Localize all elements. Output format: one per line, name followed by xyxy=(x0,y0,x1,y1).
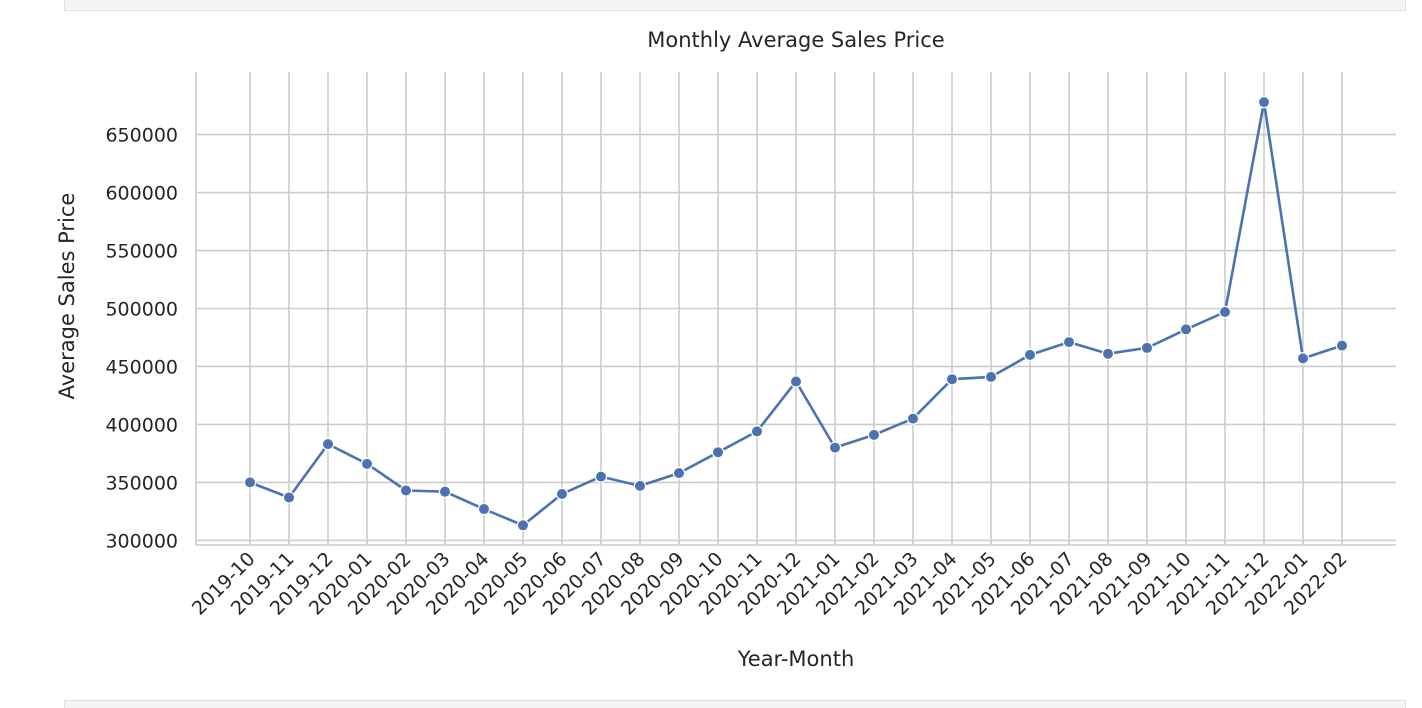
data-point-2020-02 xyxy=(399,484,413,497)
data-point-2022-01 xyxy=(1296,352,1310,365)
data-point-2022-02 xyxy=(1335,339,1349,352)
data-point-2020-11 xyxy=(750,425,764,438)
data-point-2021-01 xyxy=(828,441,842,454)
data-point-2019-10 xyxy=(243,476,257,489)
data-point-2021-06 xyxy=(1023,348,1037,362)
data-point-2020-05 xyxy=(516,519,530,532)
y-tick-label: 450000 xyxy=(105,356,178,378)
data-point-2021-02 xyxy=(867,428,881,442)
data-point-2021-11 xyxy=(1218,305,1232,319)
data-point-2020-09 xyxy=(672,466,686,480)
data-point-2021-07 xyxy=(1062,335,1076,349)
data-point-2020-04 xyxy=(477,502,491,516)
y-tick-labels: 300000 350000 400000 450000 500000 550000 6000… xyxy=(105,125,178,553)
y-tick-label: 350000 xyxy=(105,472,178,494)
x-tick-labels: 2019-102019-112019-122020-012020-022020-… xyxy=(188,548,1352,620)
data-point-2021-10 xyxy=(1179,323,1193,336)
series-average-sales-price xyxy=(243,95,1349,532)
y-tick-label: 300000 xyxy=(105,530,178,552)
chart-title: Monthly Average Sales Price xyxy=(647,28,944,52)
y-tick-label: 650000 xyxy=(105,125,178,147)
data-point-2021-08 xyxy=(1101,347,1115,360)
data-point-2019-11 xyxy=(282,491,296,504)
axes xyxy=(195,72,1396,546)
y-tick-label: 500000 xyxy=(105,299,178,321)
y-tick-label: 600000 xyxy=(105,183,178,205)
data-point-2020-01 xyxy=(360,457,374,471)
y-axis-title: Average Sales Price xyxy=(55,193,79,400)
data-point-2020-10 xyxy=(711,446,725,459)
data-point-2021-12 xyxy=(1257,95,1271,109)
data-point-2021-03 xyxy=(906,412,920,425)
data-point-2020-08 xyxy=(633,479,647,493)
x-axis-title: Year-Month xyxy=(737,647,855,671)
y-tick-label: 550000 xyxy=(105,241,178,263)
data-point-2020-03 xyxy=(438,485,452,498)
data-point-2020-06 xyxy=(555,487,569,501)
grid xyxy=(196,72,1396,545)
y-tick-label: 400000 xyxy=(105,414,178,436)
previous-cell xyxy=(64,0,1406,11)
data-point-2020-12 xyxy=(789,375,803,388)
data-point-2019-12 xyxy=(321,437,335,451)
data-point-2020-07 xyxy=(594,470,608,483)
next-cell xyxy=(64,700,1406,708)
data-point-2021-09 xyxy=(1140,341,1154,355)
data-point-2021-04 xyxy=(945,373,959,386)
data-point-2021-05 xyxy=(984,370,998,384)
